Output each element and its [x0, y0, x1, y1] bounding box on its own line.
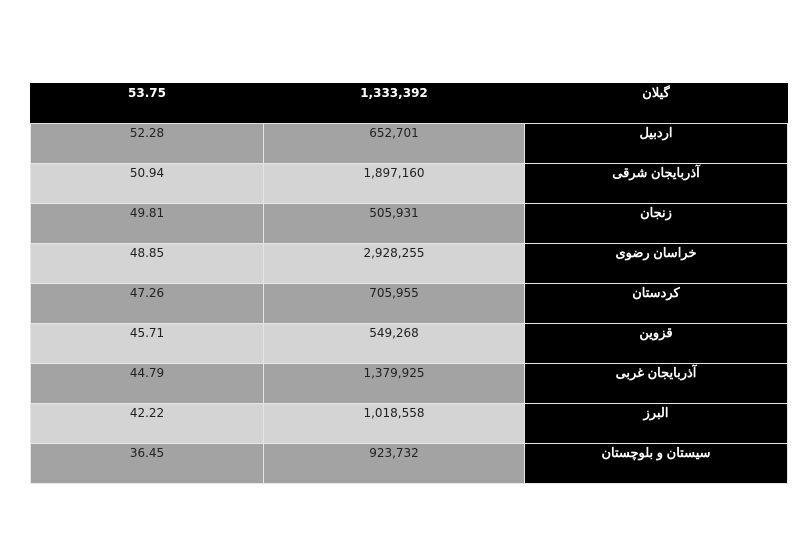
- table-row: 52.28 652,701 اردبیل: [30, 123, 788, 164]
- table-row-highlight: 53.75 1,333,392 گیلان: [30, 83, 788, 124]
- province-cell: خراسان رضوی: [524, 243, 788, 284]
- population-cell: 2,928,255: [263, 243, 525, 284]
- population-cell: 1,018,558: [263, 403, 525, 444]
- province-table: 53.75 1,333,392 گیلان 52.28 652,701 اردبیل 50.…: [30, 83, 788, 484]
- province-cell: گیلان: [524, 83, 788, 124]
- percent-cell: 49.81: [30, 203, 264, 244]
- percent-cell: 47.26: [30, 283, 264, 324]
- table-row: 50.94 1,897,160 آذربایجان شرقی: [30, 163, 788, 204]
- population-cell: 505,931: [263, 203, 525, 244]
- population-cell: 1,333,392: [263, 83, 525, 124]
- percent-cell: 45.71: [30, 323, 264, 364]
- table-row: 36.45 923,732 سیستان و بلوچستان: [30, 443, 788, 484]
- percent-cell: 52.28: [30, 123, 264, 164]
- population-cell: 652,701: [263, 123, 525, 164]
- table-row: 44.79 1,379,925 آذربایجان غربی: [30, 363, 788, 404]
- population-cell: 705,955: [263, 283, 525, 324]
- percent-cell: 44.79: [30, 363, 264, 404]
- population-cell: 1,379,925: [263, 363, 525, 404]
- table-row: 47.26 705,955 کردستان: [30, 283, 788, 324]
- percent-cell: 50.94: [30, 163, 264, 204]
- province-cell: آذربایجان غربی: [524, 363, 788, 404]
- percent-cell: 48.85: [30, 243, 264, 284]
- province-cell: آذربایجان شرقی: [524, 163, 788, 204]
- population-cell: 923,732: [263, 443, 525, 484]
- province-cell: کردستان: [524, 283, 788, 324]
- province-cell: البرز: [524, 403, 788, 444]
- population-cell: 1,897,160: [263, 163, 525, 204]
- population-cell: 549,268: [263, 323, 525, 364]
- province-cell: قزوین: [524, 323, 788, 364]
- table-row: 42.22 1,018,558 البرز: [30, 403, 788, 444]
- province-cell: اردبیل: [524, 123, 788, 164]
- percent-cell: 42.22: [30, 403, 264, 444]
- percent-cell: 36.45: [30, 443, 264, 484]
- table-row: 45.71 549,268 قزوین: [30, 323, 788, 364]
- province-cell: زنجان: [524, 203, 788, 244]
- province-cell: سیستان و بلوچستان: [524, 443, 788, 484]
- percent-cell: 53.75: [30, 83, 264, 124]
- table-row: 49.81 505,931 زنجان: [30, 203, 788, 244]
- table-row: 48.85 2,928,255 خراسان رضوی: [30, 243, 788, 284]
